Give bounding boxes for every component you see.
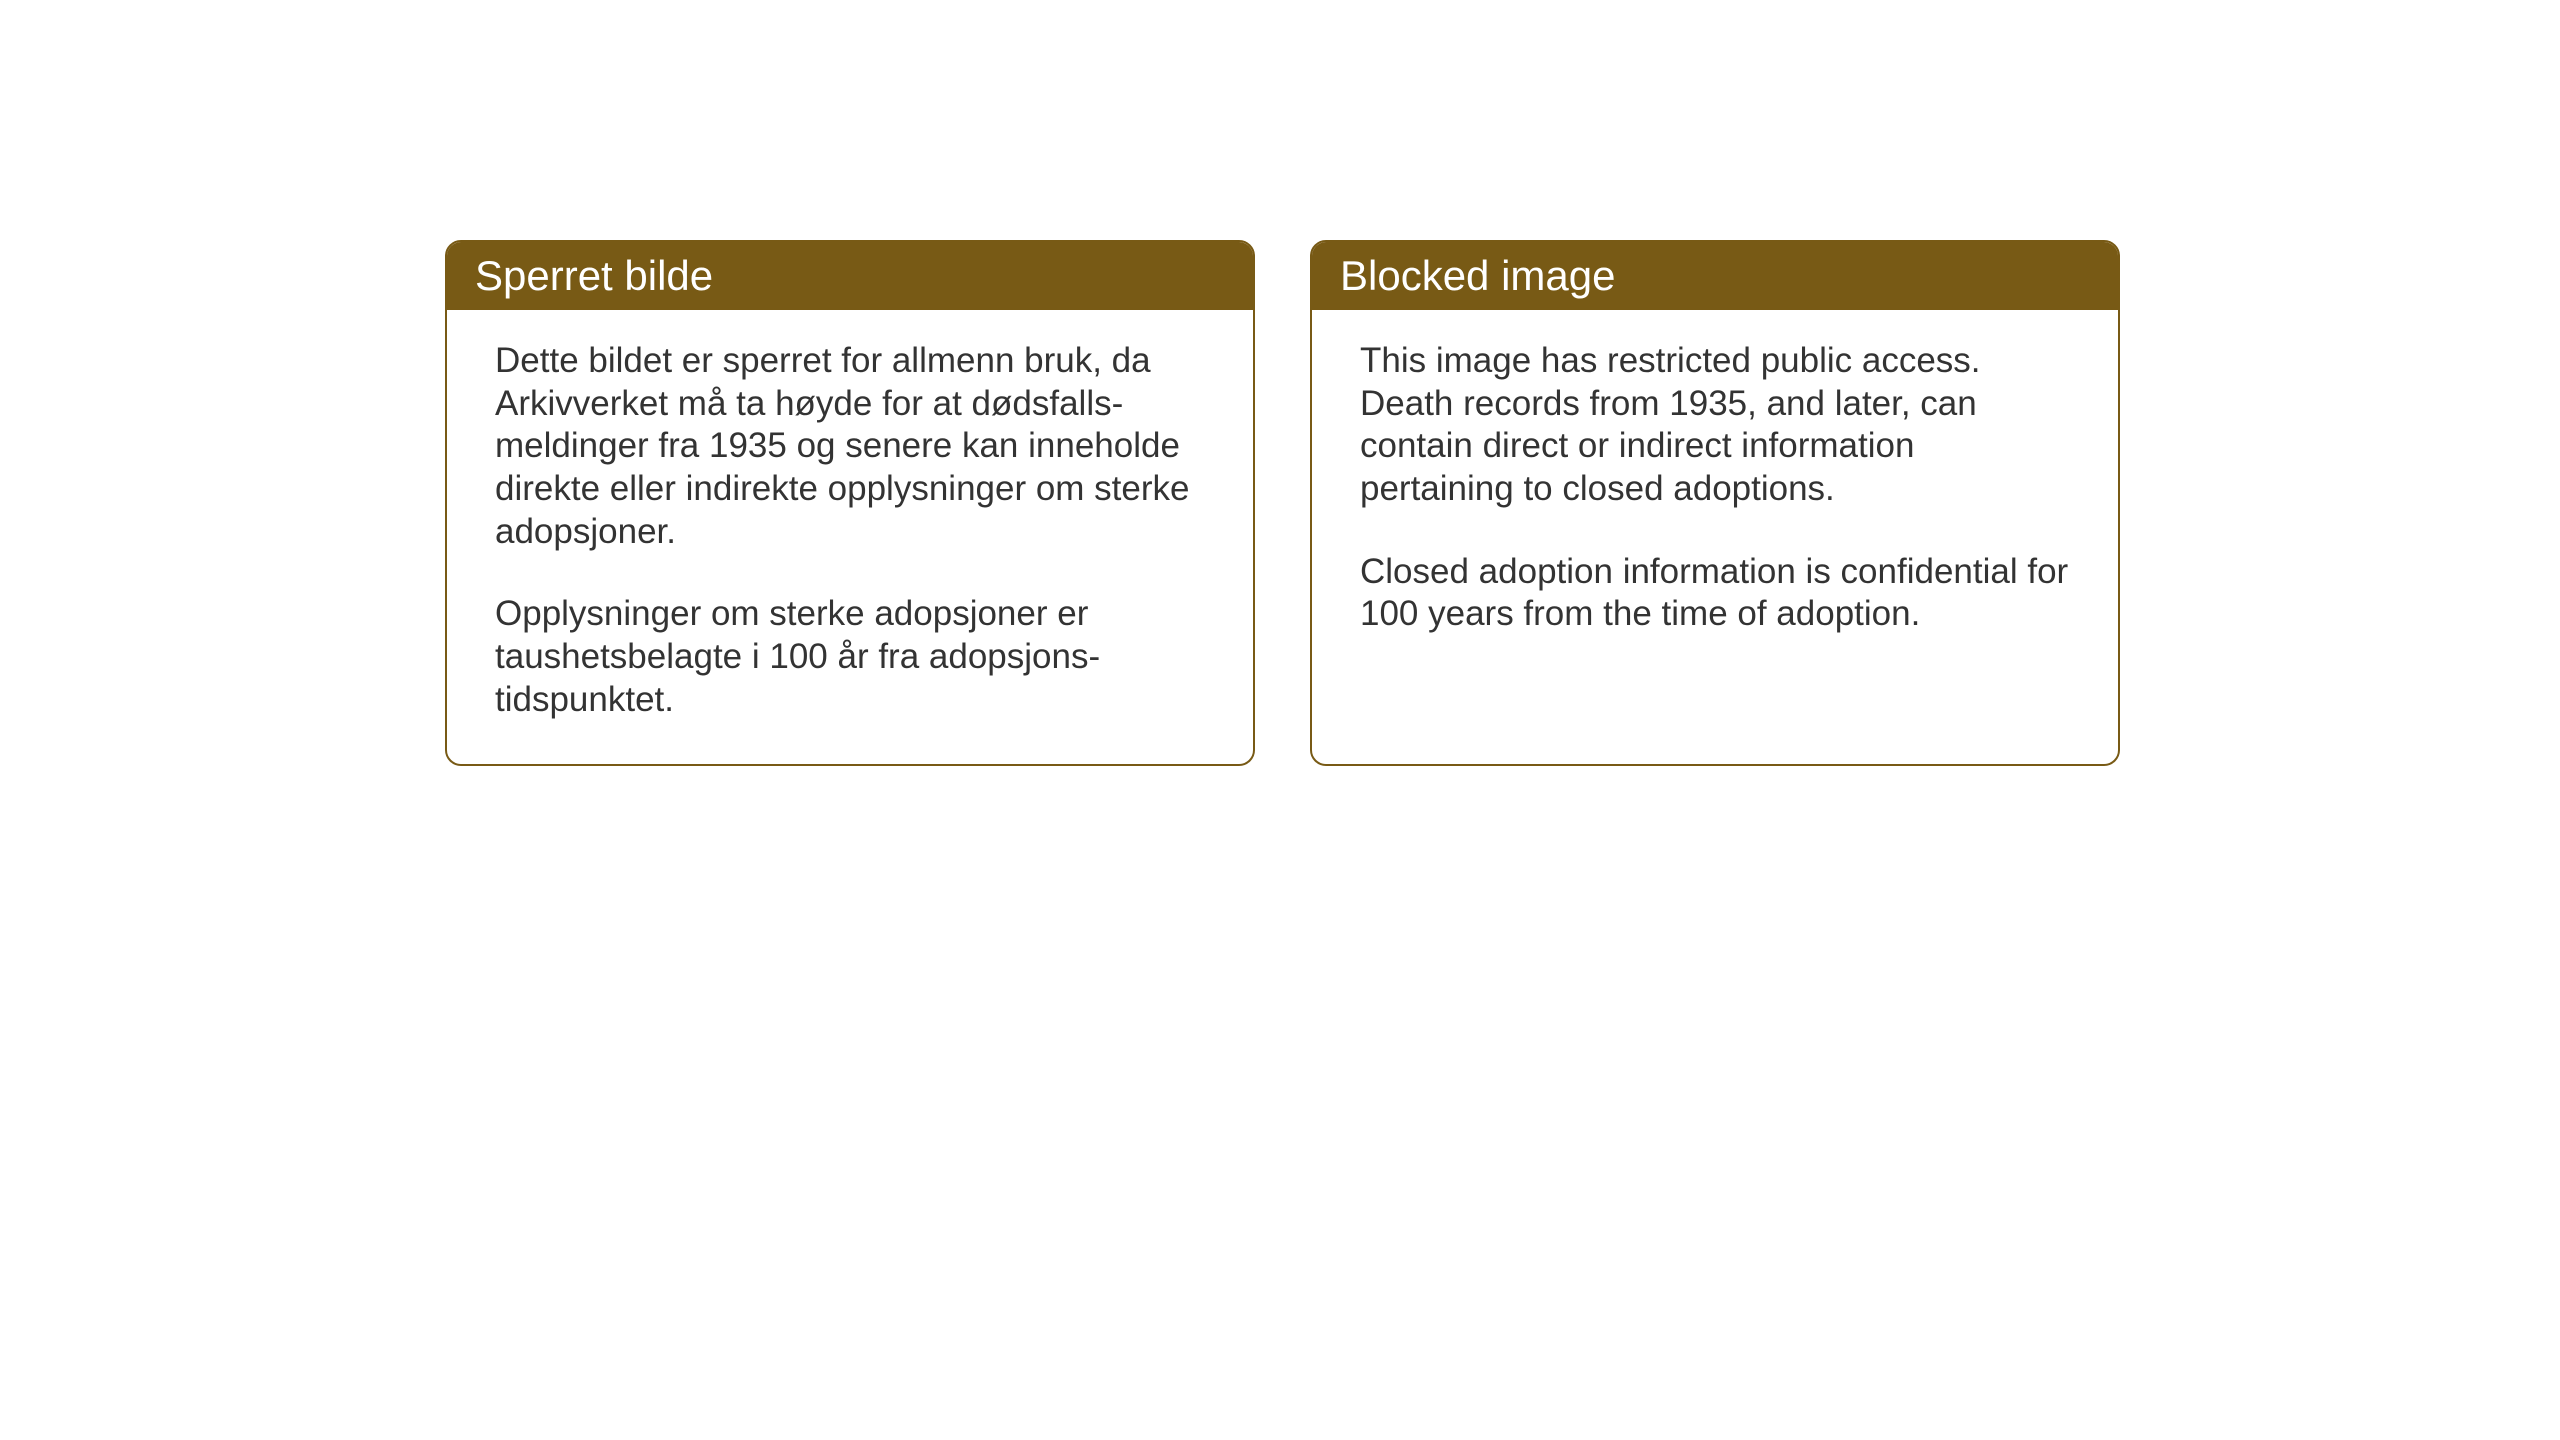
notice-container: Sperret bilde Dette bildet er sperret fo… [445,240,2120,766]
notice-card-norwegian: Sperret bilde Dette bildet er sperret fo… [445,240,1255,766]
card-body-norwegian: Dette bildet er sperret for allmenn bruk… [447,310,1253,764]
card-title-english: Blocked image [1340,252,1615,299]
card-paragraph: Dette bildet er sperret for allmenn bruk… [495,340,1205,553]
card-paragraph: Opplysninger om sterke adopsjoner er tau… [495,593,1205,721]
notice-card-english: Blocked image This image has restricted … [1310,240,2120,766]
card-header-norwegian: Sperret bilde [447,242,1253,310]
card-paragraph: Closed adoption information is confident… [1360,551,2070,636]
card-body-english: This image has restricted public access.… [1312,310,2118,678]
card-paragraph: This image has restricted public access.… [1360,340,2070,511]
card-title-norwegian: Sperret bilde [475,252,713,299]
card-header-english: Blocked image [1312,242,2118,310]
